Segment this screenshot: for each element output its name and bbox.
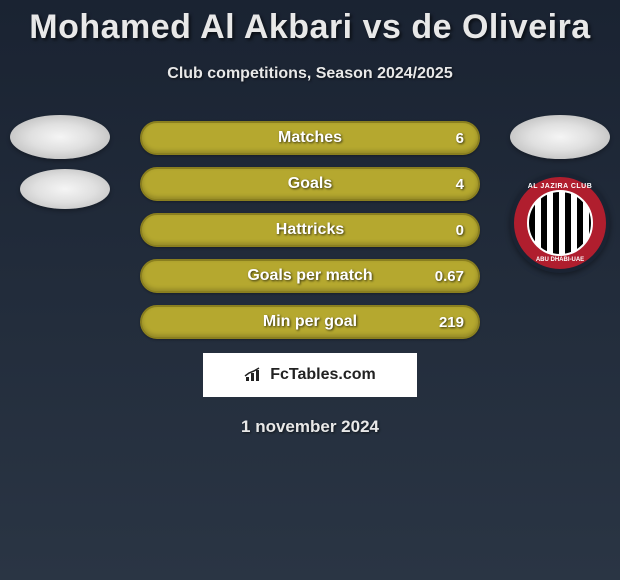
stat-row: Min per goal 219: [140, 305, 480, 339]
avatar-placeholder: [20, 169, 110, 209]
stat-row: Goals 4: [140, 167, 480, 201]
stat-row: Goals per match 0.67: [140, 259, 480, 293]
club-badge-circle: AL JAZIRA CLUB ABU DHABI-UAE: [510, 173, 610, 273]
stats-area: AL JAZIRA CLUB ABU DHABI-UAE Matches 6 G…: [0, 121, 620, 437]
stat-value-right: 4: [456, 176, 464, 193]
stat-row: Matches 6: [140, 121, 480, 155]
brand-box: FcTables.com: [203, 353, 417, 397]
stat-label: Matches: [278, 129, 342, 147]
subtitle: Club competitions, Season 2024/2025: [0, 65, 620, 83]
stat-value-right: 6: [456, 130, 464, 147]
left-player-avatar: [10, 115, 110, 215]
avatar-placeholder: [10, 115, 110, 159]
brand-text: FcTables.com: [270, 366, 376, 384]
page-title: Mohamed Al Akbari vs de Oliveira: [0, 0, 620, 47]
stat-label: Hattricks: [276, 221, 344, 239]
club-name-top: AL JAZIRA CLUB: [514, 183, 606, 190]
chart-icon: [244, 367, 264, 383]
stat-label: Goals: [288, 175, 332, 193]
stat-label: Min per goal: [263, 313, 357, 331]
stats-bars: Matches 6 Goals 4 Hattricks 0 Goals per …: [140, 121, 480, 339]
stat-row: Hattricks 0: [140, 213, 480, 247]
stat-value-right: 219: [439, 314, 464, 331]
stat-value-right: 0: [456, 222, 464, 239]
club-name-bottom: ABU DHABI-UAE: [514, 257, 606, 263]
date-line: 1 november 2024: [0, 417, 620, 437]
avatar-placeholder: [510, 115, 610, 159]
club-logo: AL JAZIRA CLUB ABU DHABI-UAE: [510, 173, 610, 273]
stat-value-right: 0.67: [435, 268, 464, 285]
stat-label: Goals per match: [247, 267, 372, 285]
club-badge-stripes: [527, 190, 593, 256]
